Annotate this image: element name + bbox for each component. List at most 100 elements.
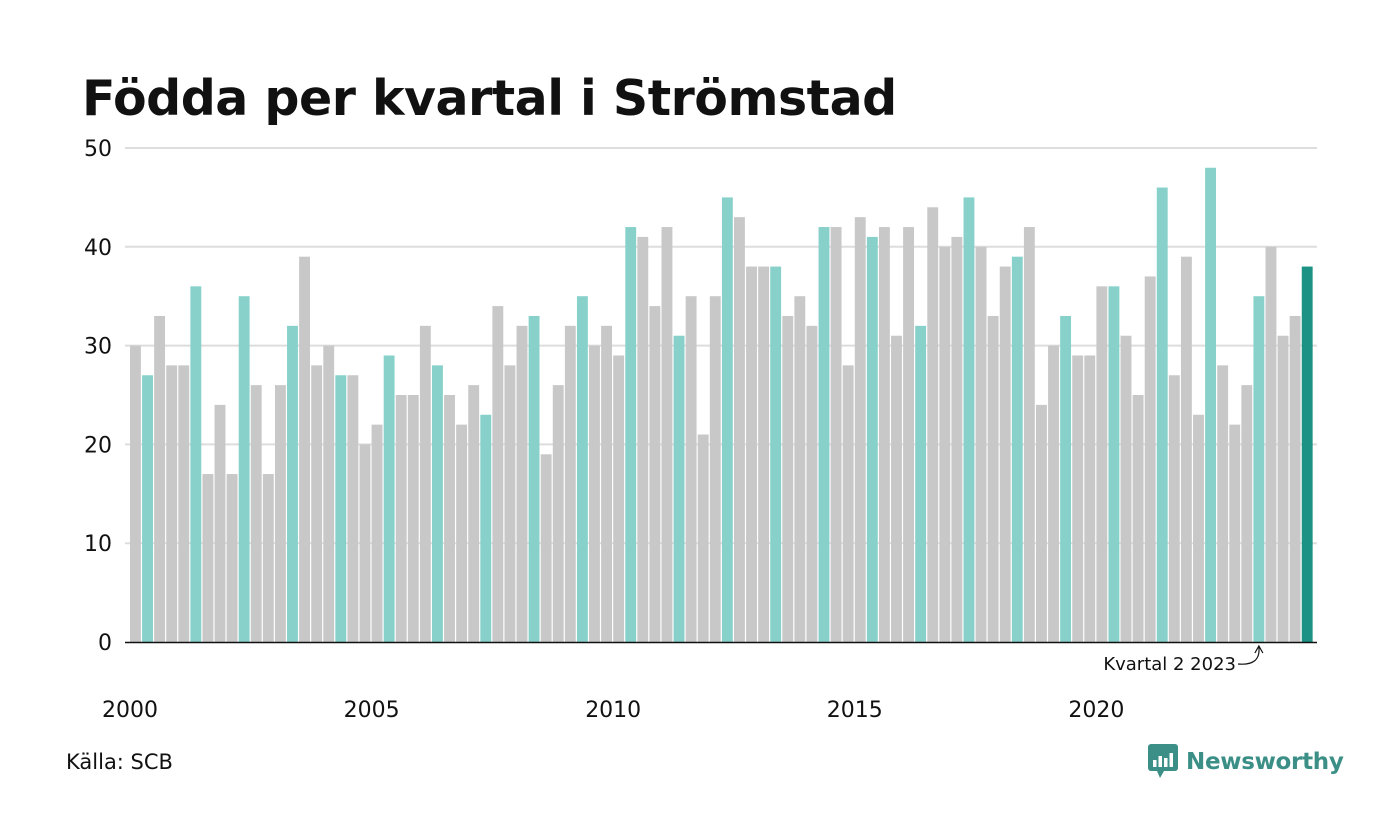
bar	[649, 306, 661, 642]
bar	[1023, 227, 1035, 643]
bar	[347, 375, 359, 642]
y-tick-label: 10	[84, 532, 112, 557]
bar	[552, 385, 564, 642]
x-axis-ticks: 2000 2005 2010 2015 2020	[102, 698, 1124, 723]
bar	[1036, 404, 1047, 642]
bar	[878, 227, 890, 643]
bar	[178, 365, 190, 642]
bar	[601, 325, 612, 642]
bar	[903, 227, 914, 643]
bar	[166, 365, 178, 642]
annotation: Kvartal 2 2023	[1103, 644, 1264, 675]
bar	[830, 227, 842, 643]
bar	[130, 345, 141, 642]
bar	[625, 227, 637, 643]
bar	[323, 345, 335, 642]
bar	[1108, 286, 1120, 642]
bar	[975, 246, 987, 643]
bar	[842, 365, 854, 642]
x-tick-label: 2020	[1068, 698, 1124, 723]
bar	[963, 197, 975, 642]
annotation-label: Kvartal 2 2023	[1103, 654, 1236, 675]
x-tick-label: 2005	[344, 698, 400, 723]
bar	[927, 207, 939, 642]
bar	[299, 256, 310, 642]
bar	[1217, 365, 1229, 642]
bar	[794, 296, 806, 642]
bar	[746, 266, 757, 642]
bar	[492, 306, 504, 642]
bar	[226, 474, 238, 642]
bar	[540, 454, 552, 642]
bar	[758, 266, 770, 642]
bar	[1168, 375, 1180, 642]
bar	[709, 296, 721, 642]
bar	[1144, 276, 1156, 642]
bar	[1277, 335, 1289, 642]
brand-name: Newsworthy	[1186, 749, 1344, 775]
bar	[1289, 315, 1301, 642]
bar	[359, 444, 371, 642]
newsworthy-logo-icon	[1148, 744, 1178, 778]
bar	[311, 365, 323, 642]
bar	[661, 227, 673, 643]
y-axis-ticks: 0 10 20 30 40 50	[84, 137, 112, 656]
x-tick-label: 2015	[827, 698, 883, 723]
bar	[818, 227, 830, 643]
bar	[214, 404, 226, 642]
bar	[1253, 296, 1265, 642]
bar	[782, 315, 794, 642]
bar	[866, 236, 878, 643]
bar	[564, 325, 576, 642]
source-note: Källa: SCB	[66, 750, 173, 774]
bar	[613, 355, 625, 642]
bar	[444, 395, 455, 642]
y-tick-label: 20	[84, 433, 112, 458]
bar	[987, 315, 999, 642]
brand-logo: Newsworthy	[1148, 744, 1344, 780]
bar	[1011, 256, 1023, 642]
bar	[335, 375, 347, 642]
bar	[1096, 286, 1108, 642]
bar	[685, 296, 697, 642]
bar	[589, 345, 600, 642]
bar	[637, 236, 649, 643]
bar	[1301, 266, 1313, 642]
bar	[806, 325, 818, 642]
bar	[1229, 424, 1241, 642]
y-tick-label: 0	[98, 631, 112, 656]
bar	[673, 335, 685, 642]
bar	[432, 365, 443, 642]
bar	[1241, 385, 1253, 642]
bar	[951, 236, 963, 643]
bar	[142, 375, 153, 642]
x-tick-label: 2010	[585, 698, 641, 723]
bar	[480, 414, 492, 642]
bar	[999, 266, 1011, 642]
bar	[1120, 335, 1132, 642]
bar	[854, 217, 866, 642]
bar	[395, 395, 407, 642]
bar	[939, 246, 951, 643]
bar	[721, 197, 733, 642]
bar	[697, 434, 709, 642]
bar	[1205, 167, 1216, 642]
bar	[504, 365, 516, 642]
bar	[383, 355, 395, 642]
bar	[250, 385, 262, 642]
bar	[287, 325, 298, 642]
bar	[1060, 315, 1072, 642]
bar	[770, 266, 782, 642]
annotation-arrowhead	[1254, 644, 1264, 654]
y-tick-label: 40	[84, 236, 112, 261]
y-tick-label: 30	[84, 335, 112, 360]
y-tick-label: 50	[84, 137, 112, 162]
bar	[1180, 256, 1192, 642]
bar	[1193, 414, 1204, 642]
bar	[274, 385, 286, 642]
bar	[1048, 345, 1059, 642]
bar	[528, 315, 540, 642]
bar	[1156, 187, 1168, 642]
bar	[238, 296, 250, 642]
bar	[419, 325, 431, 642]
